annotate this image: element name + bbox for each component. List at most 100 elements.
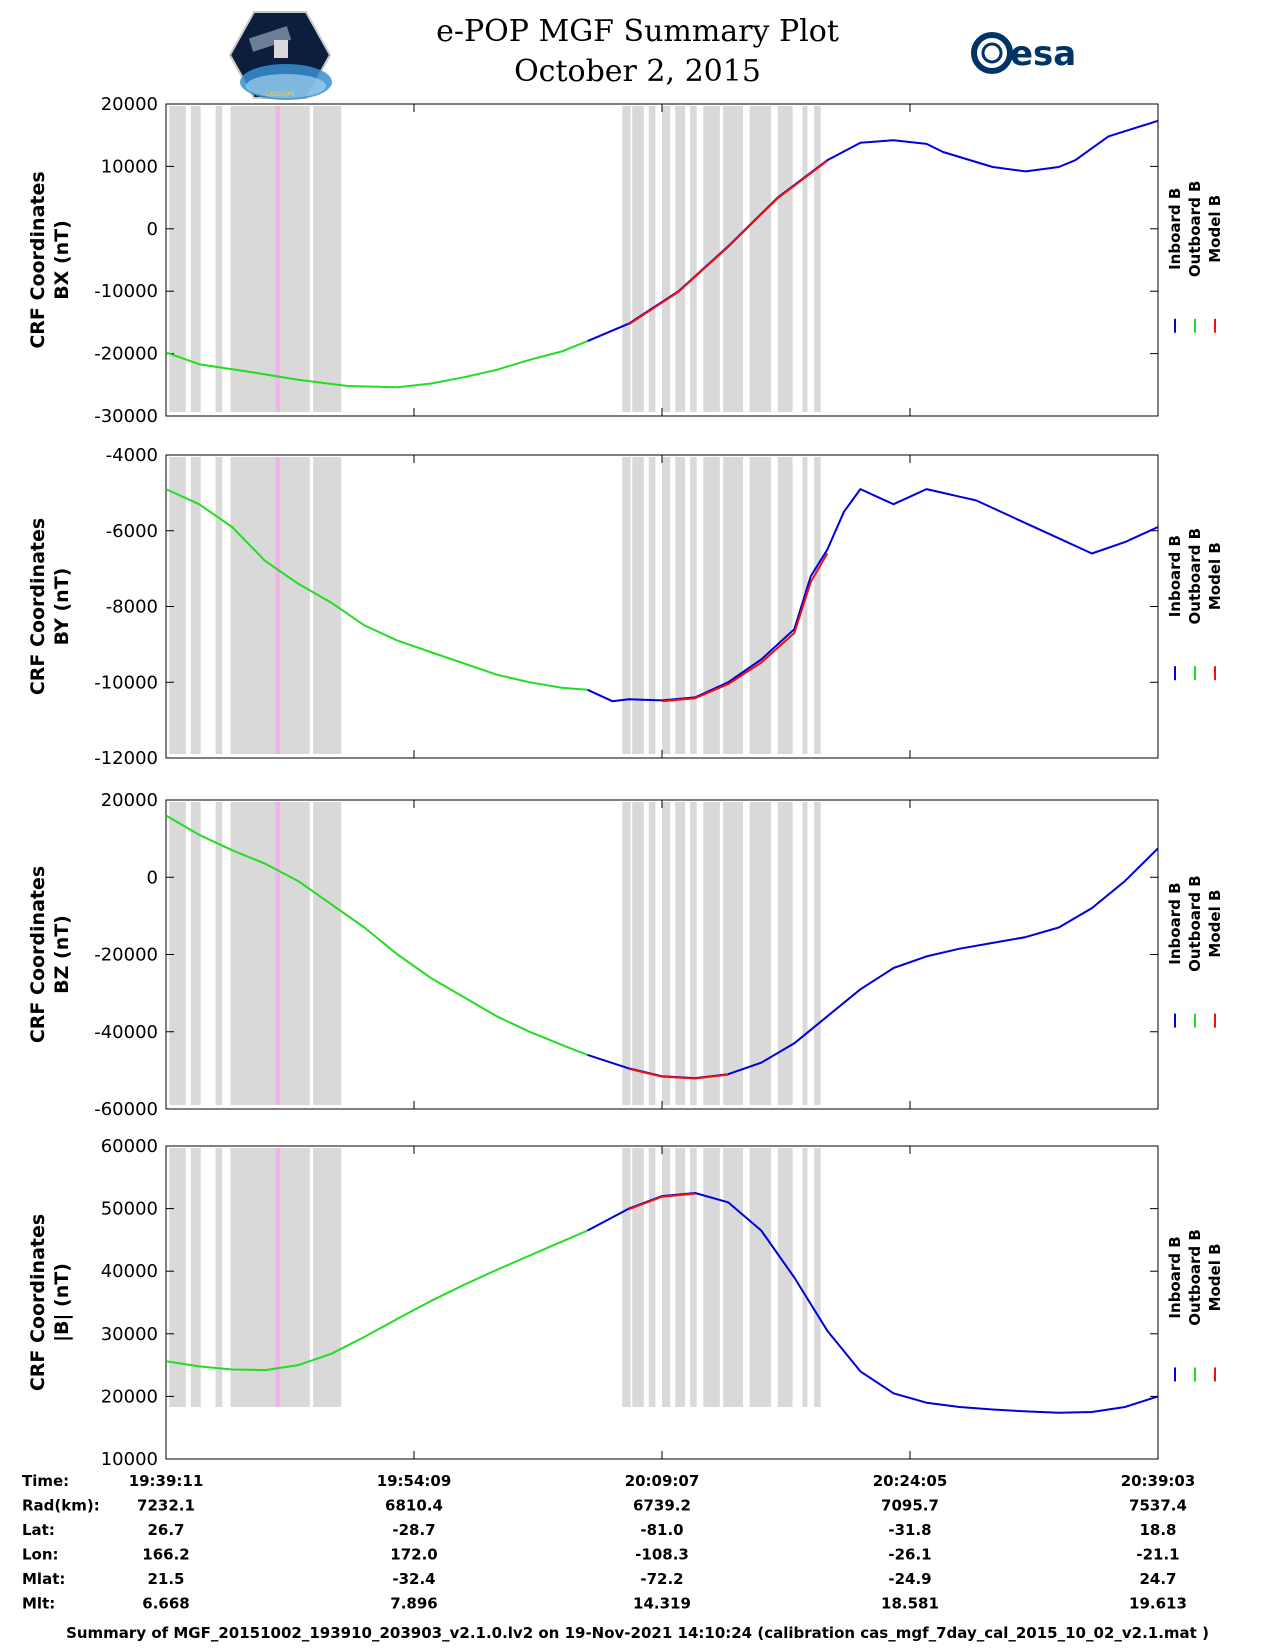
y-tick-label: 20000 bbox=[101, 1386, 158, 1407]
data-gap-band bbox=[749, 1148, 772, 1407]
data-gap-band bbox=[648, 802, 656, 1105]
info-value: 20:39:03 bbox=[1121, 1472, 1196, 1490]
y-tick-label: -40000 bbox=[94, 1022, 158, 1043]
legend-label: Model B bbox=[1206, 1243, 1224, 1311]
info-value: 6739.2 bbox=[633, 1497, 691, 1515]
data-gap-band bbox=[632, 1148, 644, 1407]
legend-label: Model B bbox=[1206, 195, 1224, 263]
y-tick-label: 20000 bbox=[101, 94, 158, 115]
series-inboard-b bbox=[587, 488, 1159, 703]
data-gap-band bbox=[280, 457, 310, 754]
data-gap-band bbox=[215, 106, 223, 412]
series-outboard-b bbox=[165, 488, 588, 691]
data-gap-band bbox=[777, 457, 793, 754]
data-gap-band bbox=[280, 106, 310, 412]
data-gap-band bbox=[215, 457, 223, 754]
info-value: -72.2 bbox=[640, 1570, 683, 1588]
info-value: 24.7 bbox=[1139, 1570, 1176, 1588]
legend-label: Inboard B bbox=[1166, 535, 1184, 617]
data-gap-band bbox=[313, 106, 342, 412]
series-inboard-b bbox=[587, 119, 1159, 343]
y-tick-label: -6000 bbox=[106, 521, 158, 542]
data-gap-band bbox=[215, 802, 223, 1105]
data-gap-band bbox=[662, 457, 671, 754]
data-gap-band bbox=[190, 106, 201, 412]
panel-3: 20000 0 -20000 -40000 -60000 CRF Coordinates B… bbox=[27, 790, 1224, 1120]
info-value: 19:54:09 bbox=[377, 1472, 452, 1490]
data-gap-band bbox=[190, 457, 201, 754]
info-row-label: Time: bbox=[22, 1472, 69, 1490]
data-gap-band bbox=[814, 1148, 821, 1407]
data-gap-band bbox=[703, 1148, 720, 1407]
data-gap-band bbox=[648, 1148, 656, 1407]
info-value: -81.0 bbox=[640, 1521, 683, 1539]
panel-2: -4000 -6000 -8000 -10000 -12000 CRF Coordinat… bbox=[27, 445, 1224, 769]
info-value: 7537.4 bbox=[1129, 1497, 1187, 1515]
info-row-label: Lat: bbox=[22, 1521, 55, 1539]
data-gap-band bbox=[648, 457, 656, 754]
logo-text: CASSIOPE bbox=[265, 91, 295, 98]
info-value: 6810.4 bbox=[385, 1497, 443, 1515]
series-model-b bbox=[628, 1067, 729, 1080]
series-outboard-b bbox=[165, 1229, 588, 1372]
data-gap-band bbox=[662, 1148, 671, 1407]
data-gap-band bbox=[169, 802, 186, 1105]
series-model-b bbox=[628, 160, 828, 326]
y-tick-label: 30000 bbox=[101, 1324, 158, 1345]
data-gap-band bbox=[777, 106, 793, 412]
legend-label: Outboard B bbox=[1186, 181, 1204, 278]
panel-1: 20000 10000 0 -10000 -20000 -30000 CRF Coordin… bbox=[27, 94, 1224, 427]
esa-logo-text: esa bbox=[1010, 34, 1076, 74]
series-model-b bbox=[661, 552, 829, 703]
data-gap-band bbox=[280, 802, 310, 1105]
info-value: -28.7 bbox=[392, 1521, 435, 1539]
y-tick-label: 60000 bbox=[101, 1136, 158, 1157]
y-tick-label: 10000 bbox=[101, 1449, 158, 1470]
info-value: 172.0 bbox=[390, 1546, 437, 1564]
data-gap-band bbox=[723, 802, 744, 1105]
data-gap-band bbox=[777, 1148, 793, 1407]
info-row-label: Mlat: bbox=[22, 1570, 65, 1588]
legend-label: Inboard B bbox=[1166, 1236, 1184, 1318]
y-tick-label: -60000 bbox=[94, 1099, 158, 1120]
y-tick-label: -4000 bbox=[106, 445, 158, 466]
info-value: -21.1 bbox=[1136, 1546, 1179, 1564]
data-gap-band bbox=[230, 457, 276, 754]
data-gap-band bbox=[814, 106, 821, 412]
y-tick-label: -30000 bbox=[94, 406, 158, 427]
y-tick-label: 0 bbox=[147, 867, 158, 888]
data-gap-band bbox=[215, 1148, 223, 1407]
info-value: -32.4 bbox=[392, 1570, 435, 1588]
info-value: 21.5 bbox=[147, 1570, 184, 1588]
info-value: -108.3 bbox=[635, 1546, 689, 1564]
data-gap-band bbox=[749, 106, 772, 412]
data-gap-band bbox=[169, 106, 186, 412]
info-value: 14.319 bbox=[633, 1595, 691, 1613]
info-value: 18.581 bbox=[881, 1595, 939, 1613]
data-gap-band bbox=[230, 106, 276, 412]
y-tick-label: -12000 bbox=[94, 748, 158, 769]
legend-label: Outboard B bbox=[1186, 1229, 1204, 1326]
data-gap-band bbox=[690, 106, 697, 412]
data-gap-band bbox=[632, 802, 644, 1105]
data-gap-band bbox=[749, 457, 772, 754]
data-gap-band bbox=[703, 802, 720, 1105]
y-tick-label: -20000 bbox=[94, 945, 158, 966]
legend-label: Outboard B bbox=[1186, 875, 1204, 972]
data-gap-band bbox=[675, 106, 686, 412]
data-gap-band bbox=[190, 802, 201, 1105]
panel-4: 60000 50000 40000 30000 20000 10000 CRF Coordi… bbox=[27, 1136, 1224, 1470]
magenta-band bbox=[275, 457, 281, 754]
legend-label: Outboard B bbox=[1186, 528, 1204, 625]
esa-logo: esa bbox=[971, 32, 1076, 74]
info-value: 18.8 bbox=[1139, 1521, 1176, 1539]
data-gap-band bbox=[802, 1148, 808, 1407]
data-gap-band bbox=[313, 802, 342, 1105]
info-value: 166.2 bbox=[142, 1546, 189, 1564]
info-row-label: Rad(km): bbox=[22, 1497, 100, 1515]
data-gap-band bbox=[190, 1148, 201, 1407]
y-tick-label: -8000 bbox=[106, 597, 158, 618]
series-outboard-b bbox=[165, 340, 588, 389]
info-row-label: Mlt: bbox=[22, 1595, 55, 1613]
